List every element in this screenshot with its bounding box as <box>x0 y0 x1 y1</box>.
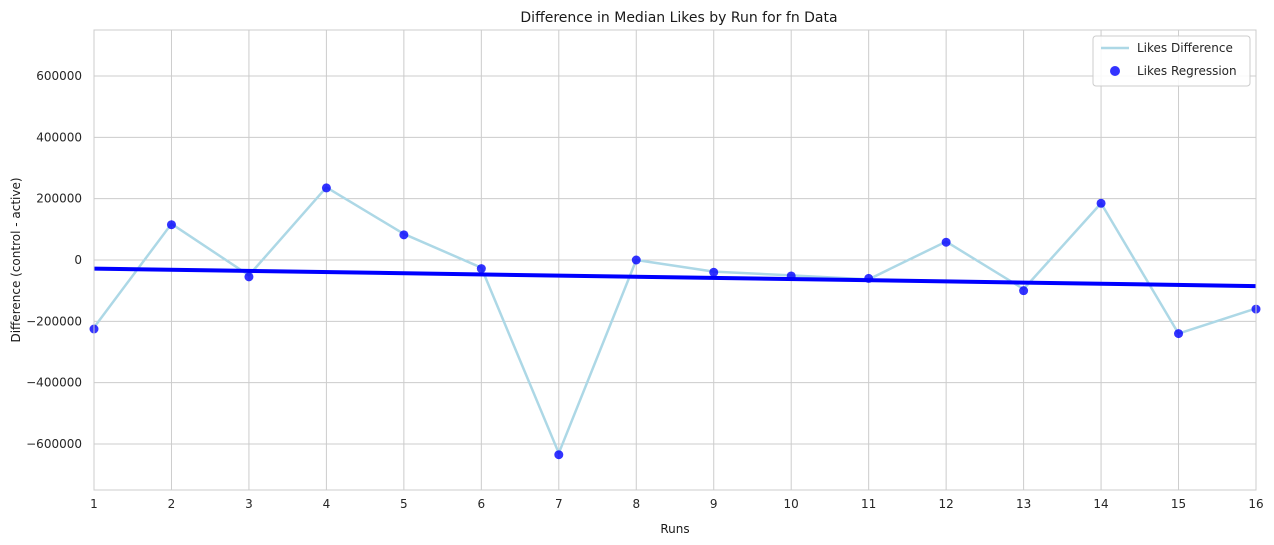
y-tick-label: 200000 <box>36 192 82 206</box>
chart-title: Difference in Median Likes by Run for fn… <box>520 10 837 26</box>
scatter-point-likes-regression <box>166 220 176 230</box>
scatter-point-likes-regression <box>476 264 486 274</box>
x-tick-label: 13 <box>1016 497 1031 511</box>
plot-area <box>89 183 1261 460</box>
y-axis-ticks: −600000 −400000 −200000 0 200000 400000 600000 <box>26 69 82 451</box>
x-tick-label: 6 <box>478 497 486 511</box>
legend-label-likes-regression: Likes Regression <box>1137 64 1237 78</box>
x-tick-label: 4 <box>323 497 331 511</box>
legend-swatch-likes-regression <box>1110 66 1120 76</box>
scatter-point-likes-regression <box>554 450 564 460</box>
legend-box <box>1092 35 1251 87</box>
y-tick-label: 400000 <box>36 130 82 144</box>
x-tick-label: 3 <box>245 497 253 511</box>
legend: Likes Difference Likes Regression <box>1092 35 1251 87</box>
grid <box>93 30 1257 490</box>
y-tick-label: 600000 <box>36 69 82 83</box>
x-tick-label: 5 <box>400 497 408 511</box>
series-line-likes-difference <box>92 186 1257 455</box>
plot-frame <box>93 29 1257 491</box>
x-tick-label: 2 <box>168 497 176 511</box>
x-tick-label: 1 <box>90 497 98 511</box>
x-tick-label: 12 <box>938 497 953 511</box>
x-tick-label: 11 <box>861 497 876 511</box>
y-tick-label: −200000 <box>26 314 82 328</box>
x-tick-label: 9 <box>710 497 718 511</box>
x-axis-ticks: 1 2 3 4 5 6 7 8 9 10 11 12 13 14 15 16 <box>90 497 1263 511</box>
x-tick-label: 16 <box>1248 497 1263 511</box>
scatter-point-likes-regression <box>399 230 409 240</box>
scatter-point-likes-regression <box>1174 329 1184 339</box>
x-tick-label: 15 <box>1171 497 1186 511</box>
x-tick-label: 10 <box>784 497 799 511</box>
scatter-point-likes-regression <box>631 255 641 265</box>
scatter-point-likes-regression <box>941 237 951 247</box>
y-tick-label: 0 <box>74 253 82 267</box>
y-axis-label: Difference (control - active) <box>9 177 23 342</box>
scatter-point-likes-regression <box>709 267 719 277</box>
regression-line <box>93 266 1257 289</box>
scatter-point-likes-regression <box>1019 286 1029 296</box>
scatter-point-likes-regression <box>1096 198 1106 208</box>
scatter-point-likes-regression <box>244 272 254 282</box>
legend-label-likes-difference: Likes Difference <box>1137 41 1233 55</box>
x-tick-label: 7 <box>555 497 563 511</box>
y-tick-label: −400000 <box>26 376 82 390</box>
x-axis-label: Runs <box>660 522 689 536</box>
scatter-point-likes-regression <box>321 183 331 193</box>
x-tick-label: 8 <box>632 497 640 511</box>
y-tick-label: −600000 <box>26 437 82 451</box>
x-tick-label: 14 <box>1093 497 1108 511</box>
